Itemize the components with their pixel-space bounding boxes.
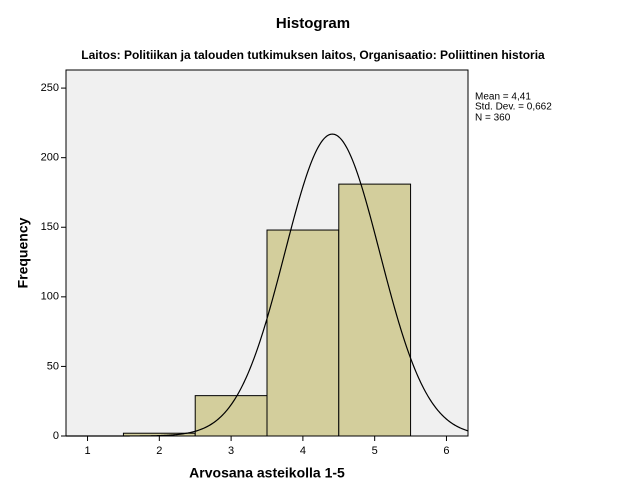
y-tick-label: 150	[41, 221, 59, 233]
chart-title: Histogram	[276, 15, 350, 32]
x-tick-label: 5	[372, 445, 378, 457]
x-tick-label: 6	[443, 445, 449, 457]
x-axis-label: Arvosana asteikolla 1-5	[189, 465, 345, 481]
x-tick-label: 3	[228, 445, 234, 457]
y-tick-label: 200	[41, 152, 59, 164]
x-tick-label: 4	[300, 445, 306, 457]
plot-border	[65, 69, 469, 437]
bar	[194, 395, 268, 437]
stat-n: N = 360	[475, 113, 511, 124]
y-tick-label: 100	[41, 291, 59, 303]
chart-subtitle: Laitos: Politiikan ja talouden tutkimuks…	[81, 48, 545, 62]
x-tick-label: 1	[84, 445, 90, 457]
y-axis-label: Frequency	[15, 217, 31, 288]
bar	[338, 183, 412, 437]
bar	[266, 229, 340, 437]
stat-mean: Mean = 4,41	[475, 92, 531, 103]
y-tick-label: 250	[41, 82, 59, 94]
y-tick-label: 50	[47, 360, 59, 372]
x-tick-label: 2	[156, 445, 162, 457]
stat-sd: Std. Dev. = 0,662	[475, 102, 552, 113]
y-tick-label: 0	[53, 430, 59, 442]
